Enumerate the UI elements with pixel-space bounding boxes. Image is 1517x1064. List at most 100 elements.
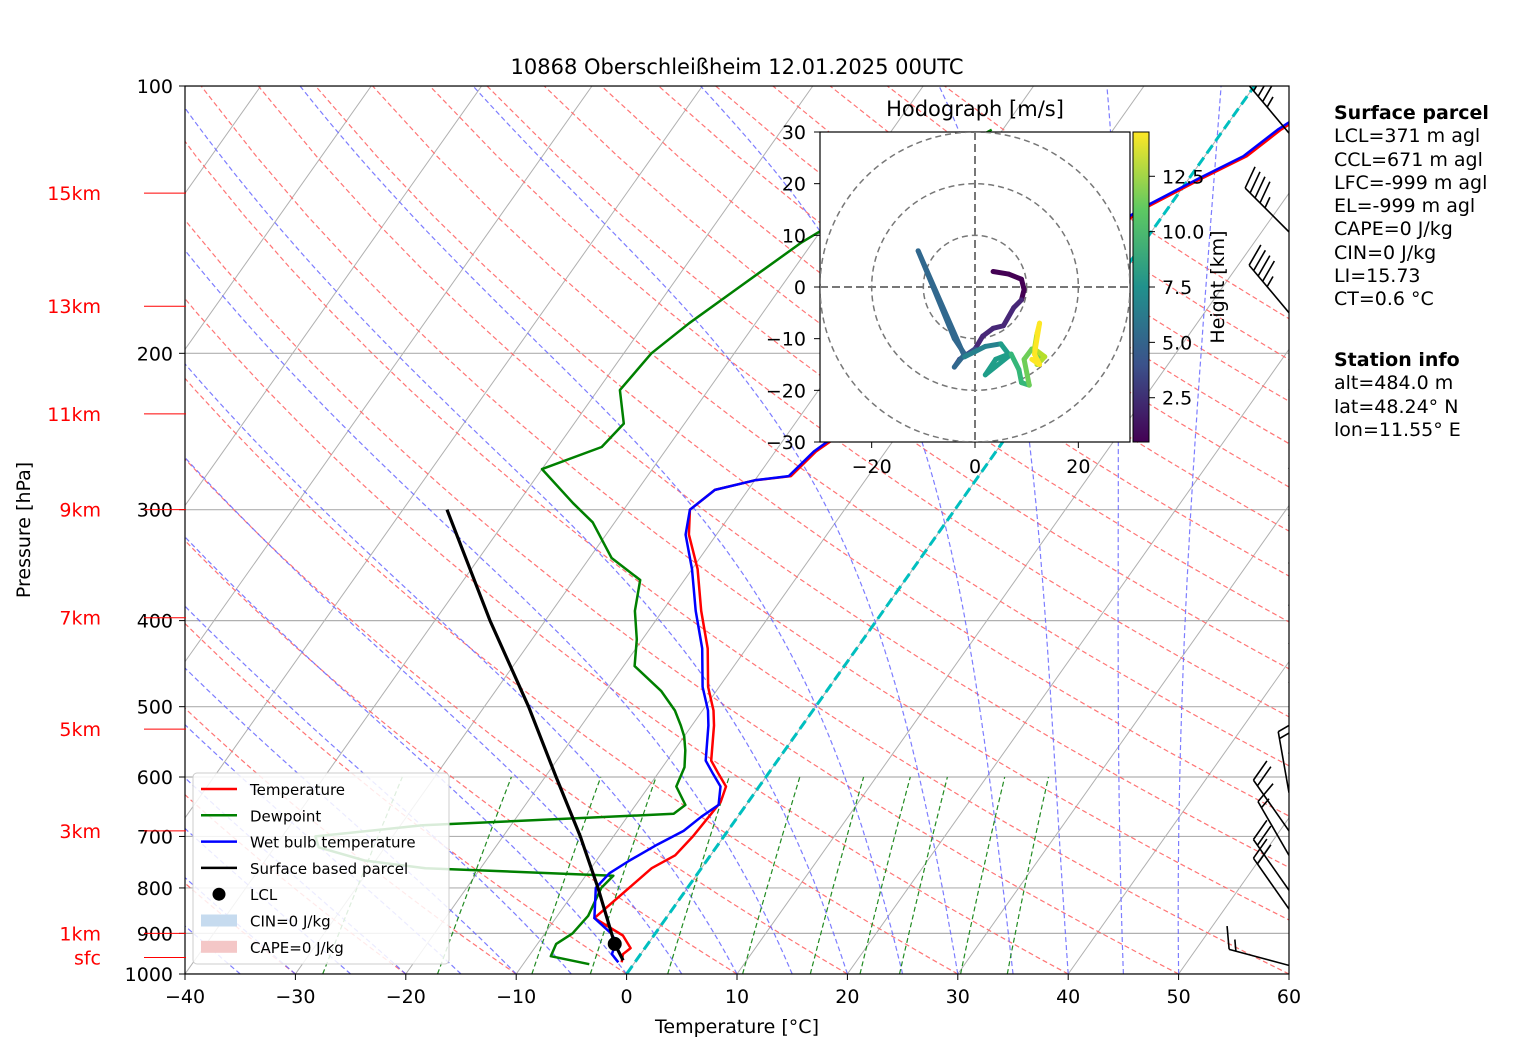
barb-staff <box>1289 654 1305 714</box>
y-tick-label: 1000 <box>125 964 173 986</box>
barb-half-flag <box>1300 601 1312 608</box>
lcl-marker <box>608 937 622 951</box>
x-tick-label: 0 <box>621 986 633 1008</box>
x-tick-label: 30 <box>946 986 970 1008</box>
legend-lcl-swatch <box>213 888 226 901</box>
barb-flag <box>1303 653 1326 666</box>
height-label: 7km <box>59 608 101 630</box>
barb-half-flag <box>1300 671 1312 678</box>
y-tick-label: 100 <box>137 76 173 98</box>
barb-flag <box>1303 622 1326 635</box>
barb-flag <box>1305 615 1328 628</box>
colorbar-label: Height [km] <box>1207 230 1229 343</box>
barb-flag <box>1303 583 1326 596</box>
barb-staff <box>1289 455 1300 516</box>
station-info: Station info alt=484.0 m lat=48.24° N lo… <box>1334 349 1461 442</box>
colorbar-tick-label: 10.0 <box>1162 222 1204 244</box>
colorbar-tick-label: 2.5 <box>1162 388 1192 410</box>
barb-flag <box>1277 720 1300 732</box>
barb-staff <box>1289 584 1305 644</box>
info-ccl: CCL=671 m agl <box>1334 149 1489 172</box>
info-lcl: LCL=371 m agl <box>1334 125 1489 148</box>
y-tick-label: 700 <box>137 826 173 848</box>
colorbar-tick-label: 5.0 <box>1162 332 1192 354</box>
info-lat: lat=48.24° N <box>1334 396 1461 419</box>
wind-barb <box>1240 167 1305 232</box>
barb-flag <box>1244 65 1266 85</box>
barb-flag <box>1301 590 1324 603</box>
legend-label: LCL <box>250 886 278 904</box>
hodograph-y-tick-label: 20 <box>782 174 806 196</box>
barb-flag <box>1299 407 1322 419</box>
info-cape: CAPE=0 J/kg <box>1334 218 1489 241</box>
hodograph-y-tick-label: −10 <box>766 329 806 351</box>
barb-half-flag <box>1296 472 1308 478</box>
barb-flag <box>1221 926 1234 949</box>
wind-barb <box>1289 615 1328 688</box>
barb-staff <box>1249 86 1289 133</box>
legend-label: Temperature <box>249 781 345 799</box>
barb-flag <box>1300 447 1323 459</box>
info-ct: CT=0.6 °C <box>1334 288 1489 311</box>
barb-half-flag <box>1296 562 1308 568</box>
hodograph-y-tick-label: 30 <box>782 122 806 144</box>
barb-flag <box>1300 685 1323 697</box>
chart-title: 10868 Oberschleißheim 12.01.2025 00UTC <box>511 55 964 79</box>
wind-barb <box>1289 685 1323 758</box>
y-axis-label: Pressure [hPa] <box>13 462 35 598</box>
barb-flag <box>1297 699 1320 711</box>
colorbar-tick-label: 12.5 <box>1162 166 1204 188</box>
y-tick-label: 300 <box>137 500 173 522</box>
wind-barb <box>1244 65 1306 133</box>
barb-staff <box>1289 503 1300 564</box>
barb-flag <box>1296 421 1319 433</box>
info-cin: CIN=0 J/kg <box>1334 242 1489 265</box>
x-tick-label: −30 <box>275 986 315 1008</box>
barb-flag <box>1299 544 1322 556</box>
wind-barb <box>1289 576 1328 649</box>
height-label: 15km <box>47 183 101 205</box>
hodograph-y-tick-label: −20 <box>766 380 806 402</box>
wind-barb <box>1289 447 1323 520</box>
barb-staff <box>1229 949 1289 965</box>
wind-barb <box>1221 926 1294 965</box>
barb-staff <box>1289 408 1300 469</box>
moist-adiabat <box>1178 86 1221 974</box>
barb-flag <box>1297 508 1320 520</box>
barb-half-flag <box>1232 940 1239 952</box>
hodograph-y-tick-label: −30 <box>766 432 806 454</box>
x-tick-label: 40 <box>1056 986 1080 1008</box>
barb-flag <box>1320 329 1343 347</box>
x-axis-label: Temperature [°C] <box>654 1016 819 1038</box>
surface-parcel-info: Surface parcel LCL=371 m agl CCL=671 m a… <box>1334 102 1489 312</box>
barb-staff <box>1245 188 1289 232</box>
wind-barb <box>1289 495 1323 568</box>
height-label: 5km <box>59 719 101 741</box>
wind-barb <box>1289 400 1323 473</box>
barb-flag <box>1306 354 1329 372</box>
height-label: 3km <box>59 821 101 843</box>
hodograph-x-tick-label: 0 <box>969 456 981 478</box>
wind-barb <box>1249 761 1307 831</box>
info-lon: lon=11.55° E <box>1334 419 1461 442</box>
hodograph-colorbar <box>1133 132 1149 442</box>
barb-flag <box>1297 461 1320 473</box>
mixing-ratio-line <box>860 777 910 974</box>
y-tick-label: 500 <box>137 697 173 719</box>
height-label: sfc <box>74 947 101 969</box>
hodograph-x-tick-label: 20 <box>1066 456 1090 478</box>
x-tick-label: −40 <box>165 986 205 1008</box>
barb-flag <box>1296 515 1319 527</box>
barb-flag <box>1301 629 1324 642</box>
barb-flag <box>1305 576 1328 589</box>
info-el: EL=-999 m agl <box>1334 195 1489 218</box>
y-tick-label: 400 <box>137 611 173 633</box>
legend-area-swatch <box>201 915 237 927</box>
y-tick-label: 600 <box>137 767 173 789</box>
info-alt: alt=484.0 m <box>1334 372 1461 395</box>
hodograph-y-tick-label: 0 <box>794 277 806 299</box>
info-lfc: LFC=-999 m agl <box>1334 172 1489 195</box>
info-li: LI=15.73 <box>1334 265 1489 288</box>
legend-label: CAPE=0 J/kg <box>250 939 344 957</box>
